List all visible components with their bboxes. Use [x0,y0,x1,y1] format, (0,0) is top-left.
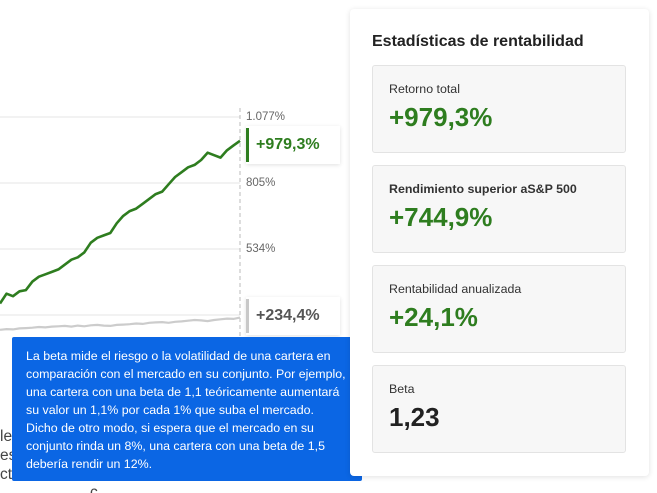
benchmark-end-value-badge: +234,4% [246,297,340,335]
stat-card-total-return: Retorno total +979,3% [372,65,626,153]
performance-stats-panel: Estadísticas de rentabilidad Retorno tot… [350,9,649,476]
article-text-line: c [90,484,98,493]
stat-card-outperformance: Rendimiento superior aS&P 500 +744,9% [372,165,626,253]
panel-title: Estadísticas de rentabilidad [372,33,584,50]
stat-value: +744,9% [389,202,493,232]
portfolio-series-line [0,139,241,305]
stat-card-beta[interactable]: Beta 1,23 [372,365,626,453]
performance-chart: 1.077% 805% 534% +979,3% +234,4% le es c… [0,108,340,493]
stat-label: Rentabilidad anualizada [389,282,522,296]
tooltip-text: La beta mide el riesgo o la volatilidad … [26,349,346,471]
portfolio-end-value: +979,3% [256,136,320,153]
portfolio-end-value-badge: +979,3% [246,126,340,164]
y-tick-label: 805% [246,177,276,189]
y-tick-label: 534% [246,243,276,255]
benchmark-end-value: +234,4% [256,307,320,324]
stat-value: +979,3% [389,102,493,132]
y-tick-label: 1.077% [246,111,286,123]
stat-card-annualized-return: Rentabilidad anualizada +24,1% [372,265,626,353]
stat-label: Rendimiento superior aS&P 500 [389,182,577,196]
article-text-line: le [0,428,13,445]
stat-value: +24,1% [389,302,478,332]
stat-label: Retorno total [389,82,460,96]
stat-label: Beta [389,382,415,396]
benchmark-color-marker [246,299,249,333]
benchmark-series-line [0,316,241,331]
beta-info-tooltip: La beta mide el riesgo o la volatilidad … [12,337,362,481]
chart-canvas [0,108,241,340]
portfolio-color-marker [246,128,249,162]
stat-value: 1,23 [389,402,440,432]
